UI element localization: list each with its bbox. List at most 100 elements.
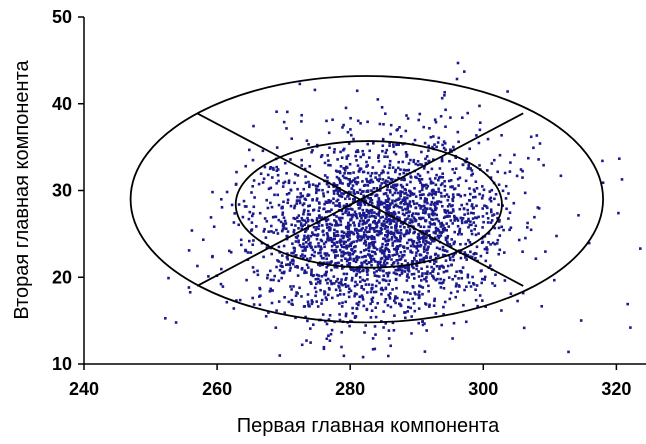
- data-point: [457, 277, 460, 280]
- data-point: [449, 179, 453, 182]
- data-point: [303, 223, 306, 227]
- data-point: [221, 285, 225, 288]
- data-point: [413, 187, 416, 190]
- data-point: [417, 275, 421, 278]
- data-point: [527, 156, 530, 160]
- data-point: [432, 135, 435, 138]
- data-point: [302, 242, 305, 246]
- data-point: [287, 192, 291, 195]
- data-point: [457, 233, 460, 236]
- data-point: [428, 215, 431, 219]
- data-point: [420, 188, 424, 192]
- data-point: [294, 224, 297, 227]
- data-point: [351, 252, 354, 256]
- data-point: [311, 231, 314, 234]
- data-point: [403, 234, 406, 238]
- data-point: [418, 244, 421, 248]
- data-point: [293, 247, 296, 250]
- data-point: [416, 160, 420, 163]
- data-point: [412, 272, 416, 276]
- data-point: [441, 253, 445, 257]
- data-point: [288, 263, 291, 267]
- data-point: [519, 168, 523, 171]
- data-point: [251, 185, 254, 188]
- data-point: [337, 177, 341, 180]
- data-point: [418, 174, 422, 178]
- ellipse-inner: [234, 140, 503, 269]
- data-point: [314, 290, 318, 294]
- data-point: [368, 254, 371, 257]
- data-point: [398, 258, 401, 261]
- data-point: [466, 273, 470, 277]
- data-point-outlier: [601, 181, 605, 184]
- data-point: [389, 292, 392, 295]
- data-point: [440, 159, 444, 162]
- data-point: [263, 227, 266, 231]
- data-point: [406, 207, 409, 211]
- data-point: [272, 231, 275, 234]
- data-point: [385, 261, 389, 265]
- data-point: [404, 191, 408, 195]
- data-point: [285, 193, 289, 196]
- data-point: [307, 219, 310, 222]
- data-point: [375, 233, 379, 236]
- data-point: [394, 168, 397, 172]
- data-point: [402, 265, 406, 268]
- data-point: [354, 280, 357, 284]
- data-point: [363, 260, 366, 264]
- data-point: [314, 294, 317, 298]
- data-point: [387, 354, 390, 358]
- data-point: [312, 323, 315, 326]
- data-point: [362, 242, 366, 245]
- data-point: [336, 261, 339, 265]
- data-point: [387, 283, 390, 286]
- data-point: [323, 252, 327, 255]
- data-point: [443, 189, 447, 192]
- data-point: [329, 199, 333, 203]
- data-point: [352, 198, 355, 201]
- data-point: [229, 251, 233, 254]
- data-point: [384, 298, 388, 301]
- data-point: [190, 229, 194, 232]
- data-point: [360, 227, 363, 231]
- data-point: [373, 227, 376, 230]
- data-point: [370, 172, 374, 175]
- data-point: [426, 184, 430, 188]
- data-point: [504, 197, 508, 200]
- data-point: [357, 170, 361, 173]
- data-point: [314, 277, 318, 281]
- data-point: [219, 282, 223, 286]
- data-point: [399, 168, 402, 171]
- data-point: [301, 249, 305, 253]
- data-point: [431, 274, 434, 278]
- data-point: [542, 163, 545, 167]
- data-point: [358, 219, 362, 223]
- data-point: [470, 223, 473, 227]
- data-point: [344, 166, 348, 170]
- data-point: [408, 210, 411, 213]
- data-point: [300, 227, 303, 230]
- data-point: [493, 242, 497, 246]
- data-point: [388, 203, 391, 207]
- data-point: [252, 239, 255, 242]
- data-point: [308, 165, 312, 168]
- data-point: [272, 168, 275, 171]
- data-point: [389, 222, 393, 225]
- data-point: [544, 250, 547, 253]
- data-point: [479, 269, 483, 273]
- data-point: [341, 267, 344, 270]
- data-point: [336, 198, 340, 202]
- data-point: [429, 135, 433, 139]
- data-point: [399, 234, 402, 238]
- data-point: [392, 231, 396, 235]
- data-point: [325, 182, 329, 186]
- data-point-outlier: [617, 211, 620, 215]
- data-point: [466, 212, 470, 215]
- data-point: [317, 188, 321, 192]
- data-point: [354, 180, 357, 183]
- data-point: [394, 226, 397, 229]
- data-point: [407, 268, 410, 271]
- data-point: [478, 294, 482, 297]
- data-point: [357, 269, 360, 273]
- data-point: [407, 168, 410, 172]
